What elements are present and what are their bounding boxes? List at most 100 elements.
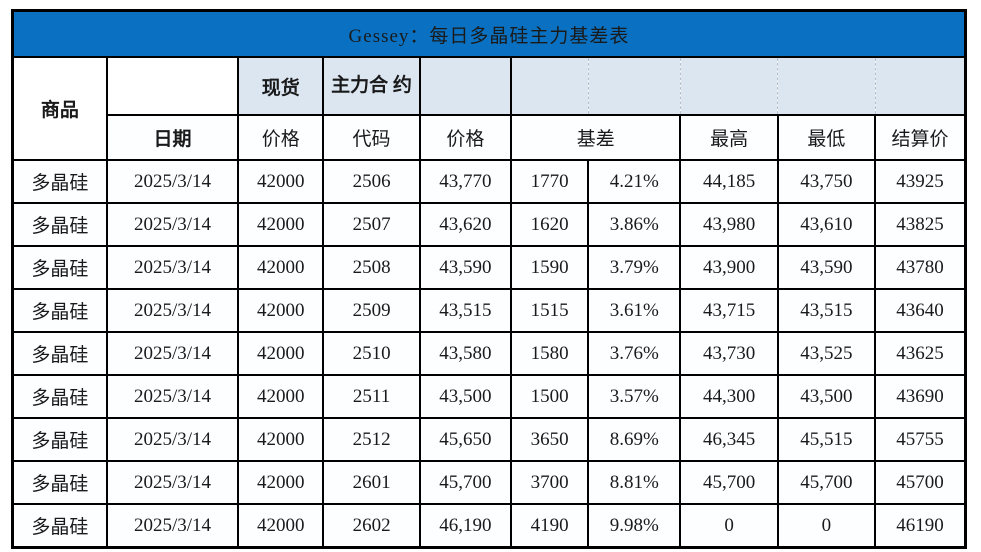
cell-low: 45,700: [776, 460, 877, 505]
cell-basis: 4190: [509, 503, 590, 549]
table-row: 多晶硅 2025/3/14 42000 2601 45,700 3700 8.8…: [11, 460, 967, 505]
cell-price: 45,700: [418, 460, 512, 505]
cell-basis-pct: 3.57%: [587, 374, 682, 419]
cell-low: 43,500: [776, 374, 877, 419]
col-header-price: 价格: [418, 114, 512, 161]
cell-low: 0: [776, 503, 877, 549]
cell-price: 46,190: [418, 503, 512, 549]
cell-basis: 3700: [509, 460, 590, 505]
cell-code: 2602: [322, 503, 421, 549]
cell-price: 43,590: [418, 245, 512, 290]
cell-settlement: 43625: [874, 331, 967, 376]
cell-date: 2025/3/14: [105, 245, 240, 290]
cell-basis: 1620: [509, 202, 590, 247]
cell-spot-price: 42000: [237, 288, 325, 333]
cell-basis-pct: 4.21%: [587, 159, 682, 204]
cell-high: 0: [679, 503, 779, 549]
col-header-date: 日期: [105, 114, 240, 161]
cell-basis: 1770: [509, 159, 590, 204]
cell-code: 2507: [322, 202, 421, 247]
cell-basis-pct: 3.76%: [587, 331, 682, 376]
col-header-spot-price: 价格: [237, 114, 325, 161]
cell-spot-price: 42000: [237, 202, 325, 247]
cell-settlement: 45755: [874, 417, 967, 462]
title-banner-row: Gessey：每日多晶硅主力基差表: [11, 9, 967, 58]
cell-date: 2025/3/14: [105, 202, 240, 247]
header-strip-low: [777, 56, 876, 116]
cell-date: 2025/3/14: [105, 417, 240, 462]
cell-settlement: 43780: [874, 245, 967, 290]
cell-low: 43,590: [776, 245, 877, 290]
cell-basis: 1590: [509, 245, 590, 290]
cell-commodity: 多晶硅: [11, 503, 108, 549]
cell-basis-pct: 8.69%: [587, 417, 682, 462]
cell-settlement: 43925: [874, 159, 967, 204]
cell-settlement: 43690: [874, 374, 967, 419]
cell-high: 46,345: [679, 417, 779, 462]
cell-date: 2025/3/14: [105, 288, 240, 333]
cell-high: 44,185: [679, 159, 779, 204]
col-header-high: 最高: [679, 114, 779, 161]
cell-commodity: 多晶硅: [11, 245, 108, 290]
cell-basis: 1580: [509, 331, 590, 376]
header-strip-high: [679, 56, 779, 116]
table-row: 多晶硅 2025/3/14 42000 2511 43,500 1500 3.5…: [11, 374, 967, 419]
cell-spot-price: 42000: [237, 159, 325, 204]
cell-high: 44,300: [679, 374, 779, 419]
header-strip-basis-pct: [587, 56, 681, 116]
cell-date: 2025/3/14: [105, 374, 240, 419]
cell-settlement: 43640: [874, 288, 967, 333]
cell-code: 2601: [322, 460, 421, 505]
table-row: 多晶硅 2025/3/14 42000 2512 45,650 3650 8.6…: [11, 417, 967, 462]
cell-commodity: 多晶硅: [11, 331, 108, 376]
cell-spot-price: 42000: [237, 417, 325, 462]
basis-table: Gessey：每日多晶硅主力基差表 商品 现货 主力合 约 日期 价格 代码 价…: [11, 9, 967, 549]
cell-basis-pct: 3.86%: [587, 202, 682, 247]
col-header-settlement: 结算价: [874, 114, 967, 161]
cell-spot-price: 42000: [237, 245, 325, 290]
cell-low: 43,750: [776, 159, 877, 204]
cell-settlement: 43825: [874, 202, 967, 247]
cell-price: 45,650: [418, 417, 512, 462]
col-header-main-contract: 主力合 约: [322, 56, 421, 116]
cell-low: 43,610: [776, 202, 877, 247]
table-row: 多晶硅 2025/3/14 42000 2509 43,515 1515 3.6…: [11, 288, 967, 333]
table-row: 多晶硅 2025/3/14 42000 2508 43,590 1590 3.7…: [11, 245, 967, 290]
col-header-basis: 基差: [509, 114, 682, 161]
col-header-spot: 现货: [237, 56, 325, 116]
cell-settlement: 46190: [874, 503, 967, 549]
cell-basis: 1515: [509, 288, 590, 333]
cell-date: 2025/3/14: [105, 331, 240, 376]
header-row-top: 商品 现货 主力合 约: [11, 56, 967, 161]
cell-code: 2510: [322, 331, 421, 376]
cell-spot-price: 42000: [237, 331, 325, 376]
table-row: 多晶硅 2025/3/14 42000 2510 43,580 1580 3.7…: [11, 331, 967, 376]
cell-basis-pct: 3.61%: [587, 288, 682, 333]
cell-code: 2508: [322, 245, 421, 290]
cell-price: 43,580: [418, 331, 512, 376]
col-header-code: 代码: [322, 114, 421, 161]
cell-high: 43,715: [679, 288, 779, 333]
cell-price: 43,515: [418, 288, 512, 333]
cell-basis-pct: 9.98%: [587, 503, 682, 549]
cell-basis: 3650: [509, 417, 590, 462]
cell-spot-price: 42000: [237, 460, 325, 505]
cell-date: 2025/3/14: [105, 460, 240, 505]
cell-commodity: 多晶硅: [11, 202, 108, 247]
header-strip-settlement: [874, 56, 967, 116]
cell-code: 2509: [322, 288, 421, 333]
cell-commodity: 多晶硅: [11, 159, 108, 204]
cell-commodity: 多晶硅: [11, 288, 108, 333]
cell-code: 2511: [322, 374, 421, 419]
cell-price: 43,620: [418, 202, 512, 247]
cell-low: 43,515: [776, 288, 877, 333]
cell-high: 43,980: [679, 202, 779, 247]
cell-commodity: 多晶硅: [11, 417, 108, 462]
cell-spot-price: 42000: [237, 374, 325, 419]
cell-date: 2025/3/14: [105, 503, 240, 549]
table-row: 多晶硅 2025/3/14 42000 2602 46,190 4190 9.9…: [11, 503, 967, 549]
cell-low: 45,515: [776, 417, 877, 462]
cell-price: 43,500: [418, 374, 512, 419]
cell-high: 43,730: [679, 331, 779, 376]
